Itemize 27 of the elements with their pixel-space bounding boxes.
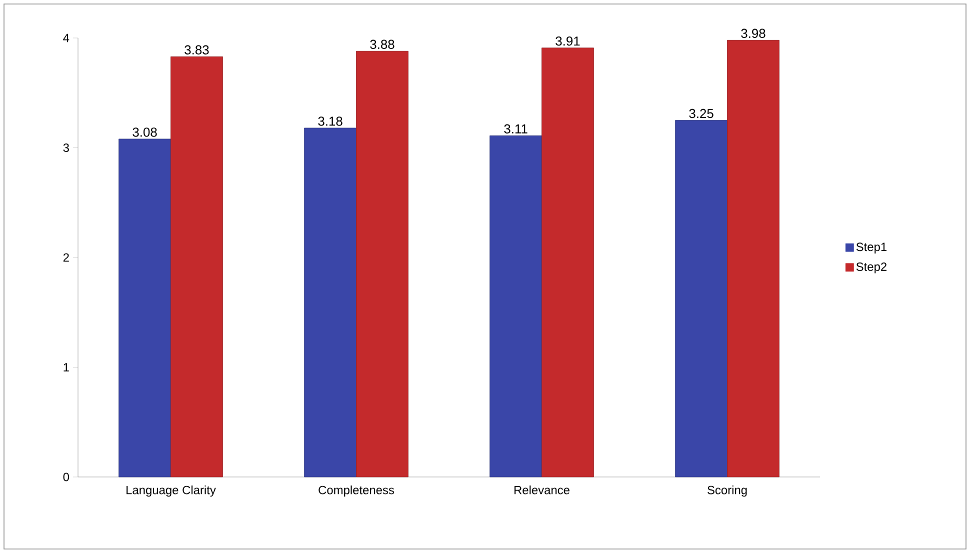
bar	[675, 120, 728, 478]
x-tick-label: Relevance	[514, 486, 570, 494]
y-tick-label: 4	[63, 34, 70, 42]
data-label: 3.11	[504, 124, 528, 134]
bar	[727, 40, 780, 478]
data-label: 3.18	[318, 116, 342, 126]
bar	[490, 135, 542, 478]
bar	[304, 128, 356, 478]
x-tick-label: Completeness	[318, 486, 394, 497]
y-tick-label: 3	[63, 144, 69, 152]
y-tick-label: 2	[63, 253, 69, 262]
legend-label: Step1	[856, 242, 887, 254]
y-tick-label: 0	[63, 472, 70, 482]
y-tick-label: 1	[64, 363, 69, 372]
data-label: 3.91	[556, 36, 580, 46]
data-label: 3.08	[132, 128, 157, 137]
x-tick-label: Scoring	[708, 486, 747, 497]
bar	[118, 138, 171, 478]
bar	[542, 48, 594, 478]
legend-label: Step2	[856, 262, 886, 274]
bar	[170, 56, 223, 478]
x-tick-label: Language Clarity	[126, 486, 216, 497]
data-label: 3.88	[370, 40, 394, 49]
data-label: 3.25	[689, 108, 714, 118]
data-label: 3.98	[741, 28, 766, 38]
data-label: 3.83	[184, 45, 209, 54]
bar	[356, 50, 408, 478]
